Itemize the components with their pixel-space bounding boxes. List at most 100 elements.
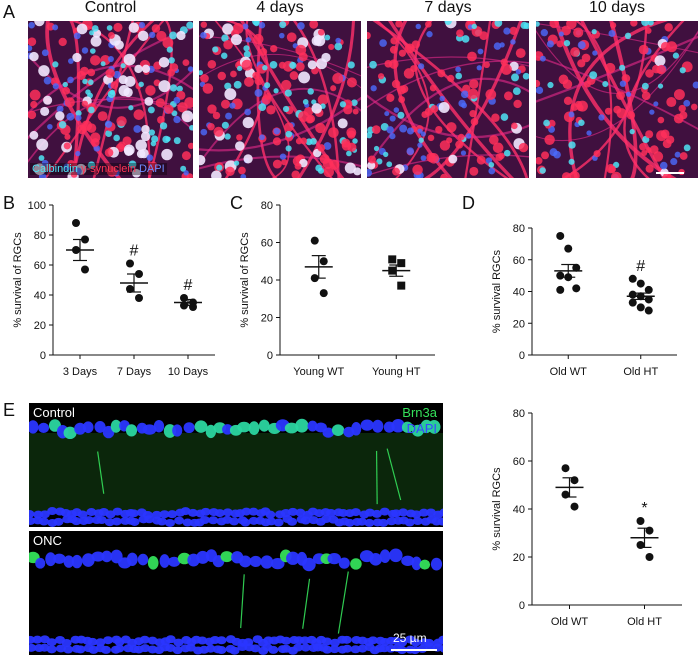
legend-dapi: DAPI [139, 163, 165, 175]
significance-mark: * [641, 500, 647, 517]
data-point [180, 294, 188, 302]
data-point [388, 255, 397, 264]
y-tick-label: 40 [513, 504, 525, 516]
x-tick-label: 3 Days [63, 366, 98, 378]
y-tick-label: 80 [261, 200, 273, 212]
data-point [644, 306, 653, 315]
y-tick-label: 40 [261, 275, 273, 287]
data-point [572, 284, 581, 293]
data-point [636, 303, 645, 312]
x-tick-label: Young HT [372, 366, 421, 378]
chart-c: 0 20 40 60 80 Young WT Young HT % survival of R… [239, 200, 435, 378]
y-tick-label: 0 [40, 350, 46, 362]
y-axis-label: % survival RGCs [491, 467, 503, 551]
retina-control-image: Control Brn3a DAPI [29, 403, 443, 527]
x-tick-label: Old HT [623, 366, 658, 378]
y-tick-label: 80 [513, 408, 525, 420]
data-point [561, 464, 570, 473]
micrograph-title-10-days: 10 days [588, 0, 646, 16]
data-point [628, 274, 637, 283]
panel-letter-b: B [3, 193, 16, 213]
x-tick-label: Old WT [551, 616, 589, 628]
data-point [189, 303, 197, 311]
data-point [126, 259, 134, 268]
data-point [310, 236, 319, 245]
stain-legend: Calbindin γ-synuclein DAPI [30, 163, 167, 175]
scale-bar-label: 25 µm [393, 631, 427, 645]
x-tick-label: Old WT [550, 366, 588, 378]
x-tick-label: Young WT [293, 366, 344, 378]
data-point [135, 294, 143, 302]
legend-calbindin: Calbindin [32, 163, 78, 175]
scale-bar-e [391, 649, 437, 651]
y-tick-label: 20 [513, 552, 525, 564]
y-tick-label: 60 [513, 255, 525, 267]
data-point [644, 295, 653, 304]
data-point [319, 257, 328, 266]
y-tick-label: 80 [513, 223, 525, 235]
axes-b: 0 20 40 60 80 100 3 Days 7 Days 10 Days % surviva… [12, 200, 215, 378]
retina-onc-image: ONC 25 µm [29, 531, 443, 655]
chart-d: 0 20 40 60 80 Old WT Old HT % survival RGCs # [491, 223, 677, 378]
scale-bar-a [656, 172, 684, 174]
data-point [397, 281, 406, 290]
panel-letter-e: E [3, 400, 16, 420]
axes-d: 0 20 40 60 80 Old WT Old HT % survival RGCs # [491, 223, 677, 378]
micrograph-title-4-days: 4 days [256, 0, 304, 16]
x-tick-label: 10 Days [168, 366, 209, 378]
data-point [319, 289, 328, 298]
micrograph-title-7-days: 7 days [424, 0, 472, 16]
data-point [636, 517, 645, 525]
y-tick-label: 0 [519, 350, 525, 362]
data-point [126, 285, 134, 293]
panel-letter-c: C [230, 193, 243, 213]
data-point [570, 502, 579, 511]
data-point [628, 298, 637, 307]
data-point [564, 244, 573, 253]
data-point [556, 271, 565, 280]
x-tick-label: 7 Days [117, 366, 152, 378]
y-axis-label: % survival RGCs [491, 249, 503, 333]
label-dapi: DAPI [406, 421, 437, 436]
y-tick-label: 20 [513, 318, 525, 330]
legend-synuclein: γ-synuclein [80, 163, 136, 175]
data-point [628, 290, 637, 299]
y-tick-label: 20 [34, 320, 46, 332]
micrograph-title-control: Control [84, 0, 137, 16]
y-axis-label: % survival of RGCs [239, 232, 251, 328]
y-tick-label: 80 [34, 230, 46, 242]
data-point [556, 285, 565, 294]
micrograph-10-days [536, 21, 698, 178]
panel-letter-d: D [462, 193, 475, 213]
y-axis-label: % survival of RGCs [12, 232, 24, 328]
y-tick-label: 40 [513, 287, 525, 299]
significance-mark: # [636, 258, 645, 275]
micrograph-4-days [199, 21, 361, 178]
y-tick-label: 20 [261, 313, 273, 325]
x-tick-label: Old HT [627, 616, 662, 628]
y-tick-label: 0 [519, 600, 525, 612]
y-tick-label: 100 [28, 200, 46, 212]
y-tick-label: 0 [267, 350, 273, 362]
significance-mark: # [184, 277, 193, 294]
data-point [556, 231, 565, 240]
axes-c: 0 20 40 60 80 Young WT Young HT % survival of R… [239, 200, 435, 378]
micrograph-control [28, 21, 193, 178]
label-onc: ONC [33, 533, 62, 548]
chart-e: 0 20 40 60 80 Old WT Old HT % survival RGCs * [491, 408, 682, 628]
data-point [644, 285, 653, 294]
data-point [572, 263, 581, 272]
chart-b: 0 20 40 60 80 100 3 Days 7 Days 10 Days % surviva… [12, 200, 215, 378]
micrograph-7-days [367, 21, 529, 178]
y-tick-label: 40 [34, 290, 46, 302]
data-point [397, 259, 406, 268]
y-tick-label: 60 [261, 238, 273, 250]
data-point [81, 265, 89, 274]
label-control: Control [33, 405, 75, 420]
y-tick-label: 60 [513, 456, 525, 468]
data-point [72, 219, 80, 227]
data-point [636, 279, 645, 288]
significance-mark: # [130, 243, 139, 260]
label-brn3a: Brn3a [402, 405, 437, 420]
y-tick-label: 60 [34, 260, 46, 272]
